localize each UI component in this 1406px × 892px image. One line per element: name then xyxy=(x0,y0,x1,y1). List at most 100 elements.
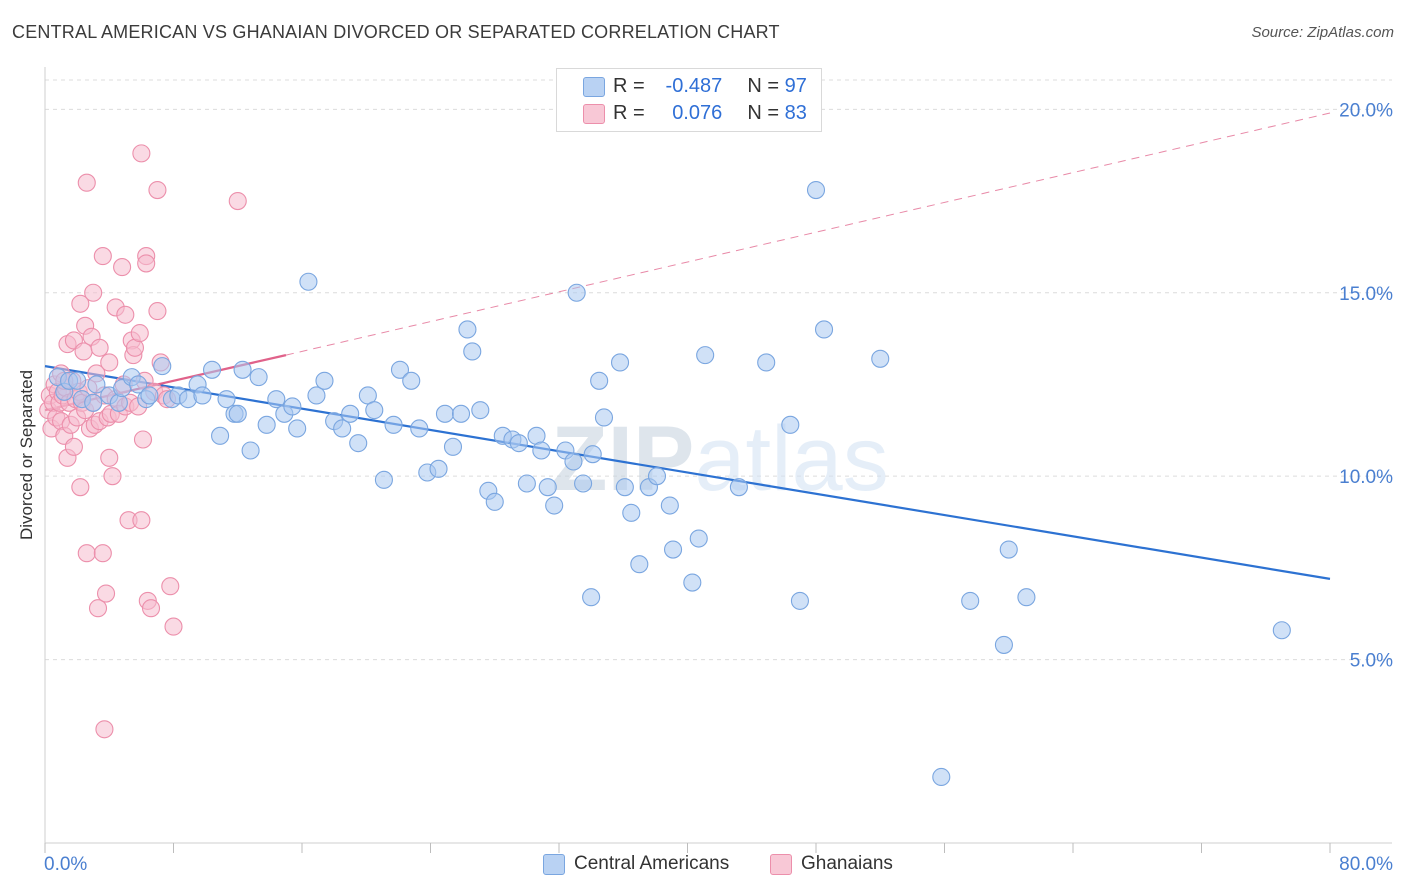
central-american-point xyxy=(241,441,260,460)
ghanaian-point xyxy=(90,338,109,357)
central-american-point xyxy=(390,360,410,379)
ghanaian-point xyxy=(71,478,90,497)
central-american-point xyxy=(610,353,630,372)
central-american-point xyxy=(435,404,455,423)
central-american-point xyxy=(307,386,326,405)
central-american-point xyxy=(630,555,649,574)
central-american-point xyxy=(365,401,384,420)
central-american-point xyxy=(384,415,403,434)
central-american-point xyxy=(647,467,667,486)
central-american-point xyxy=(283,397,302,416)
ghanaian-point xyxy=(103,467,122,486)
central-american-point xyxy=(564,452,583,471)
central-american-point xyxy=(249,368,268,387)
central-american-point xyxy=(509,434,528,453)
central-americans-trend-line xyxy=(44,365,1331,580)
central-american-point xyxy=(729,478,748,497)
central-american-point xyxy=(68,371,87,390)
data-points xyxy=(39,144,1291,787)
ghanaian-point xyxy=(133,430,153,449)
central-american-point xyxy=(757,353,776,372)
legend-r-value: 0.076 xyxy=(672,102,723,124)
legend-r-label: R = xyxy=(613,102,645,124)
central-american-point xyxy=(233,360,252,379)
central-american-point xyxy=(583,445,602,464)
central-american-point xyxy=(538,478,557,497)
ghanaian-point xyxy=(148,302,167,321)
legend-n-label: N = xyxy=(747,102,780,124)
central-american-point xyxy=(663,540,683,559)
ghanaian-point xyxy=(137,254,156,273)
central-american-point xyxy=(451,404,471,423)
central-american-point xyxy=(203,360,222,379)
central-american-point xyxy=(458,320,477,339)
central-american-point xyxy=(267,390,286,409)
legend-n-value: 83 xyxy=(784,102,807,124)
legend-label: Ghanaians xyxy=(801,853,893,874)
central-american-point xyxy=(517,474,536,493)
ghanaian-point xyxy=(141,599,161,618)
legend-n-label: N = xyxy=(747,75,780,97)
ghanaian-point xyxy=(77,544,96,563)
central-american-point xyxy=(333,419,352,438)
central-american-point xyxy=(806,180,826,200)
central-american-point xyxy=(594,408,614,427)
central-american-point xyxy=(471,401,490,420)
central-american-point xyxy=(129,375,148,394)
ghanaian-point xyxy=(93,247,112,266)
correlation-legend: R = -0.487 N = 97 R = 0.076 N = 83 xyxy=(556,68,822,132)
legend-label: Central Americans xyxy=(574,853,730,874)
central-american-point xyxy=(574,474,593,493)
source-label: Source: ZipAtlas.com xyxy=(1251,24,1394,41)
ghanaian-point xyxy=(132,511,151,530)
central-american-point xyxy=(84,393,103,412)
central-american-point xyxy=(463,342,482,361)
ghanaian-point xyxy=(100,353,119,372)
ghanaian-point xyxy=(161,577,180,596)
legend-swatch-blue xyxy=(543,854,565,875)
central-american-point xyxy=(689,529,708,548)
ghanaian-point xyxy=(84,283,103,302)
central-american-point xyxy=(1272,621,1291,640)
ghanaian-point xyxy=(116,305,135,324)
ghanaian-point xyxy=(71,294,90,313)
central-american-point xyxy=(341,404,360,423)
ghanaian-point xyxy=(100,448,119,467)
ghanaian-point xyxy=(93,544,112,563)
central-american-point xyxy=(532,441,551,460)
axes xyxy=(44,67,1392,853)
ghanaian-point xyxy=(77,173,96,192)
y-tick-label: 5.0% xyxy=(1350,651,1393,672)
central-american-point xyxy=(349,434,368,453)
central-american-point xyxy=(683,573,702,592)
ghanaian-point xyxy=(130,324,149,343)
ghanaian-point xyxy=(96,584,116,603)
central-american-point xyxy=(257,415,276,434)
tick-labels: 5.0% 10.0% 15.0% 20.0% 0.0% 80.0% xyxy=(44,100,1393,875)
central-american-point xyxy=(567,283,586,302)
central-american-point xyxy=(999,540,1018,559)
chart-title: CENTRAL AMERICAN VS GHANAIAN DIVORCED OR… xyxy=(12,22,780,42)
y-tick-label: 15.0% xyxy=(1339,284,1393,305)
central-american-point xyxy=(211,426,230,445)
central-american-point xyxy=(590,371,609,390)
central-american-point xyxy=(545,496,564,515)
central-american-point xyxy=(932,767,951,787)
ghanaian-point xyxy=(132,144,151,163)
legend-r-label: R = xyxy=(613,75,645,97)
central-american-point xyxy=(410,419,429,438)
central-american-point xyxy=(140,386,159,405)
legend-swatch-blue xyxy=(583,77,605,97)
central-american-point xyxy=(790,591,809,610)
central-american-point xyxy=(374,470,393,489)
legend-r-value: -0.487 xyxy=(665,75,723,97)
central-american-point xyxy=(87,375,106,394)
central-american-point xyxy=(781,415,800,434)
central-american-point xyxy=(814,320,834,339)
ghanaian-point xyxy=(95,720,114,739)
central-american-point xyxy=(228,404,247,423)
y-tick-label: 20.0% xyxy=(1339,100,1393,121)
x-tick-label: 0.0% xyxy=(44,854,87,875)
legend-swatch-pink xyxy=(583,104,605,124)
x-tick-label: 80.0% xyxy=(1339,854,1393,875)
